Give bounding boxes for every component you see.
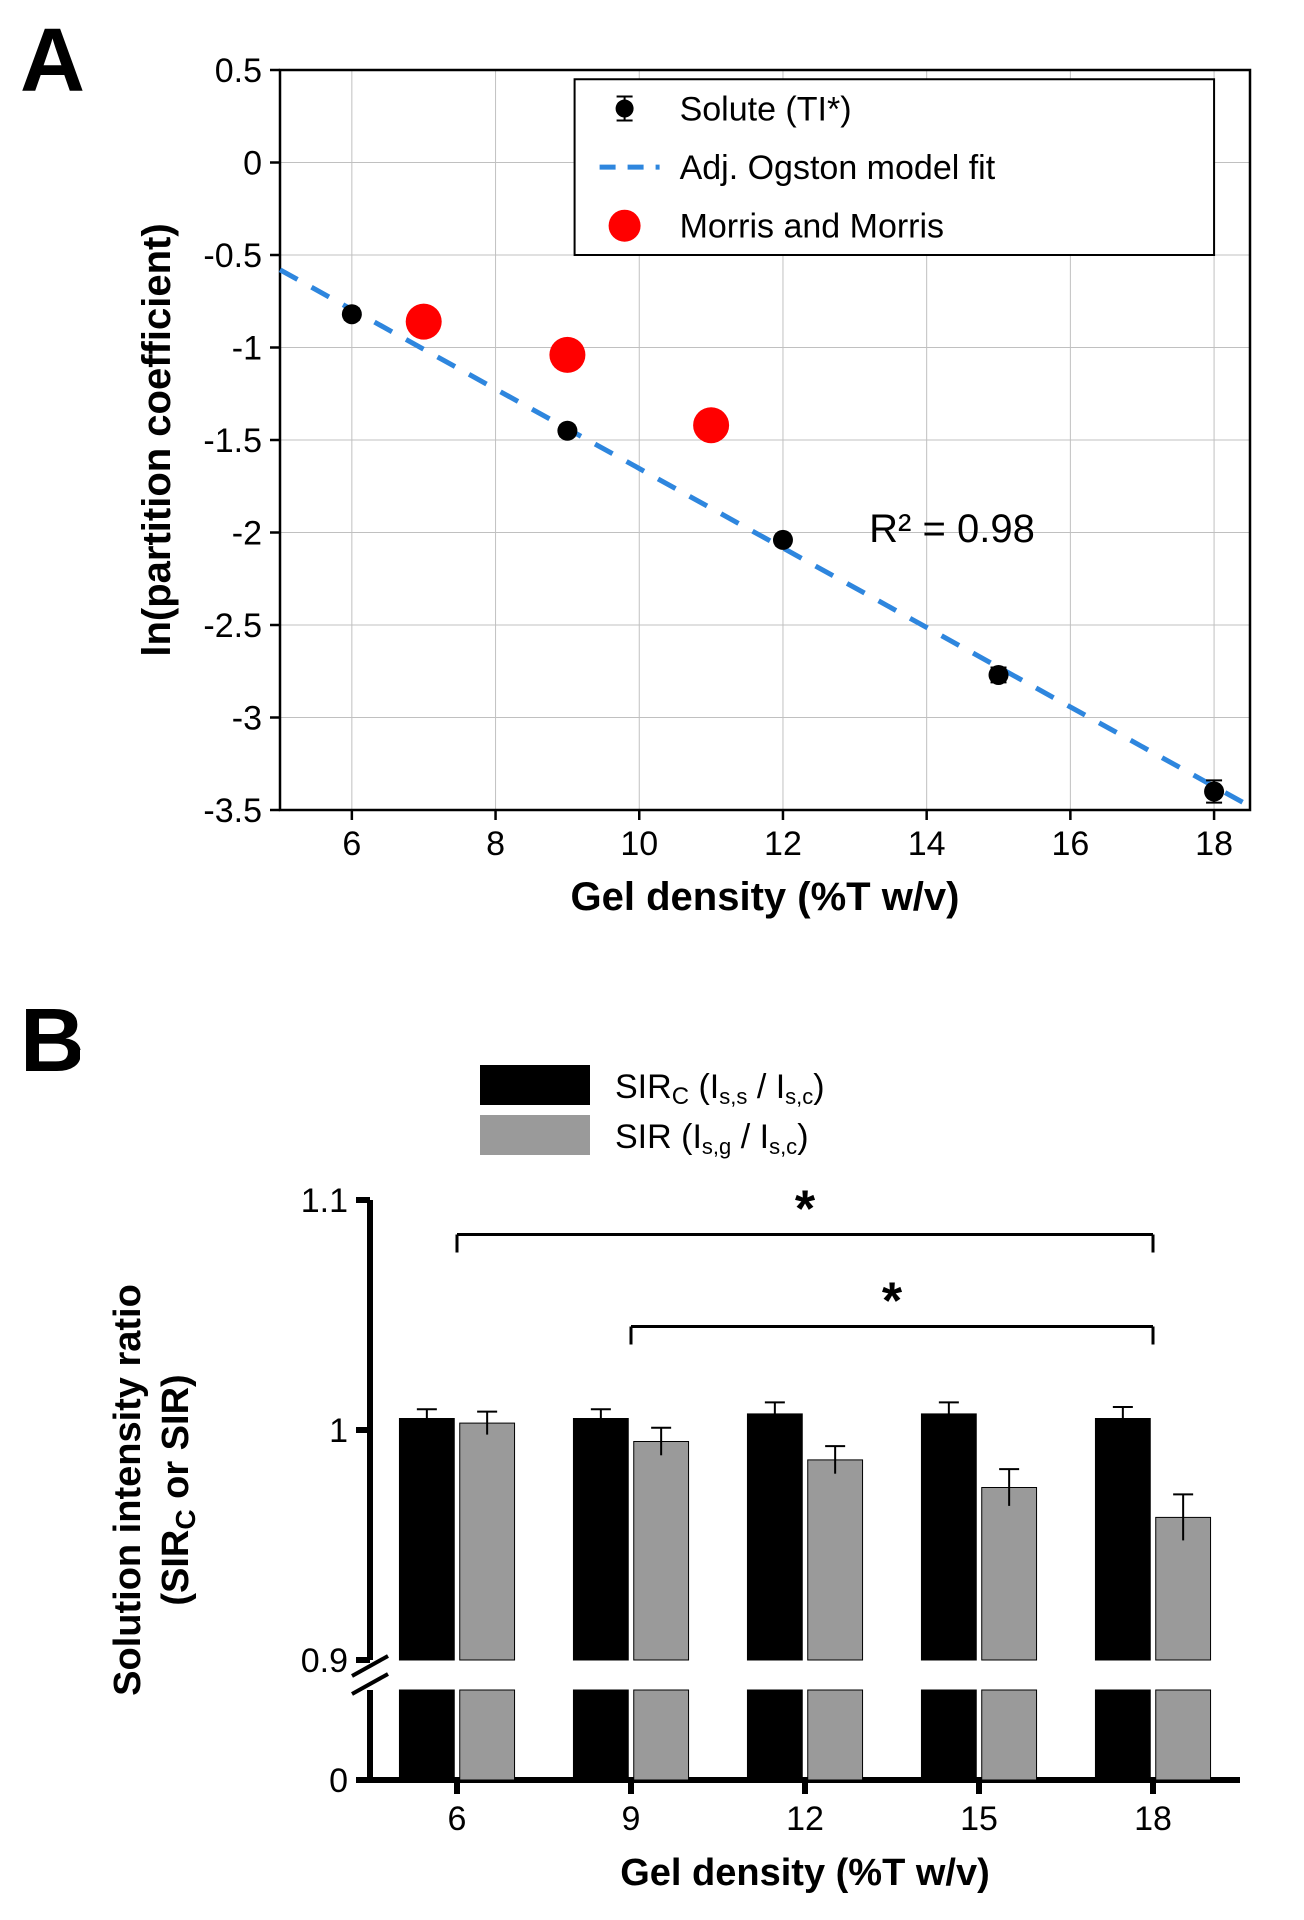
svg-text:15: 15 <box>960 1800 998 1838</box>
svg-text:-1.5: -1.5 <box>203 422 262 460</box>
svg-text:ln(partition coefficient): ln(partition coefficient) <box>135 223 179 656</box>
svg-text:*: * <box>795 1181 816 1239</box>
svg-text:10: 10 <box>620 825 658 863</box>
svg-text:9: 9 <box>622 1800 641 1838</box>
svg-text:*: * <box>882 1273 903 1331</box>
svg-text:18: 18 <box>1195 825 1233 863</box>
svg-text:-3: -3 <box>232 700 262 738</box>
svg-text:1: 1 <box>329 1412 348 1450</box>
svg-text:-1: -1 <box>232 330 262 368</box>
panel-label-b: B <box>20 990 85 1093</box>
svg-text:R² = 0.98: R² = 0.98 <box>869 507 1035 551</box>
svg-text:0.5: 0.5 <box>215 52 262 90</box>
page: A B 681012141618-3.5-3-2.5-2-1.5-1-0.500… <box>0 0 1304 1920</box>
svg-text:-3.5: -3.5 <box>203 792 262 830</box>
svg-text:6: 6 <box>342 825 361 863</box>
svg-text:8: 8 <box>486 825 505 863</box>
svg-text:16: 16 <box>1051 825 1089 863</box>
svg-text:Gel density (%T w/v): Gel density (%T w/v) <box>620 1852 990 1894</box>
svg-text:1.1: 1.1 <box>301 1182 348 1220</box>
svg-text:14: 14 <box>908 825 946 863</box>
svg-text:Gel density (%T w/v): Gel density (%T w/v) <box>571 875 960 919</box>
chart-b: SIRC (Is,s / Is,c)SIR (Is,g / Is,c)0.911… <box>80 1050 1280 1920</box>
svg-text:(SIRC or SIR): (SIRC or SIR) <box>155 1374 201 1605</box>
svg-text:Solution intensity ratio: Solution intensity ratio <box>107 1284 149 1696</box>
svg-text:Solute (TI*): Solute (TI*) <box>680 91 852 129</box>
svg-text:12: 12 <box>786 1800 824 1838</box>
svg-text:12: 12 <box>764 825 802 863</box>
svg-text:Morris and Morris: Morris and Morris <box>680 208 944 246</box>
panel-label-a: A <box>20 10 85 113</box>
svg-text:18: 18 <box>1134 1800 1172 1838</box>
svg-text:-0.5: -0.5 <box>203 237 262 275</box>
svg-text:0: 0 <box>243 145 262 183</box>
svg-text:0.9: 0.9 <box>301 1642 348 1680</box>
chart-a: 6 8 10 12 14 16 18 -3.5 -3 -2.5 -2 -1.5 -1 -0.5 0 0.5 Ge… <box>130 40 1280 940</box>
svg-text:0: 0 <box>329 1762 348 1800</box>
svg-text:Adj. Ogston model fit: Adj. Ogston model fit <box>680 149 996 187</box>
svg-text:6: 6 <box>448 1800 467 1838</box>
svg-text:-2.5: -2.5 <box>203 607 262 645</box>
svg-text:-2: -2 <box>232 515 262 553</box>
